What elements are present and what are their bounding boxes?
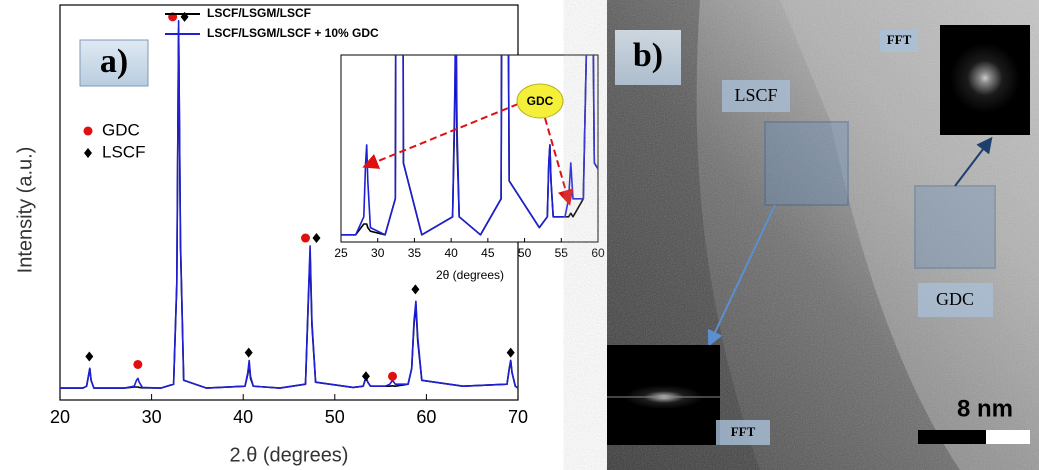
legend-label: LSCF/LSGM/LSCF xyxy=(207,6,311,20)
arrow xyxy=(707,204,776,347)
legend-swatch xyxy=(84,148,92,158)
series-line xyxy=(341,55,598,236)
fft-label: FFT xyxy=(887,32,912,47)
peak-marker xyxy=(133,359,143,369)
x-tick-label: 70 xyxy=(508,407,528,427)
scale-bar-label: 8 nm xyxy=(957,395,1013,422)
x-tick-label: 50 xyxy=(325,407,345,427)
panel-label: a) xyxy=(100,43,128,80)
x-tick-label: 30 xyxy=(142,407,162,427)
panel-label-box xyxy=(79,39,149,87)
annotation-arrow xyxy=(362,103,519,169)
fft-label: FFT xyxy=(731,424,756,439)
peak-marker xyxy=(506,347,515,358)
tem-image: b) LSCF GDC FFT FFT 8 nm xyxy=(607,0,1039,470)
series-line xyxy=(60,20,519,389)
scale-bar xyxy=(918,430,986,444)
x-tick-label: 30 xyxy=(371,246,385,260)
legend-label: LSCF/LSGM/LSCF + 10% GDC xyxy=(207,26,379,40)
x-tick-label: 55 xyxy=(555,246,569,260)
selection-box xyxy=(914,185,996,269)
annotation-bubble xyxy=(516,83,564,119)
series-line xyxy=(341,55,598,236)
fft-pattern xyxy=(950,43,1020,113)
phase-label: GDC xyxy=(936,289,974,309)
x-tick-label: 35 xyxy=(408,246,422,260)
legend-label: GDC xyxy=(102,120,140,139)
peak-marker xyxy=(388,371,398,381)
label-box xyxy=(722,80,790,112)
x-tick-label: 50 xyxy=(518,246,532,260)
selection-box xyxy=(764,121,849,206)
label-box xyxy=(880,30,918,52)
phase-label: LSCF xyxy=(734,85,777,105)
x-tick-label: 20 xyxy=(50,407,70,427)
x-tick-label: 45 xyxy=(481,246,495,260)
x-tick-label: 60 xyxy=(416,407,436,427)
panel-label: b) xyxy=(633,37,663,74)
legend-label: LSCF xyxy=(102,142,145,161)
peak-marker xyxy=(411,284,420,295)
peak-marker xyxy=(312,233,321,244)
annotation: GDC xyxy=(527,94,554,108)
panel-label-box xyxy=(615,30,681,85)
x-tick-label: 40 xyxy=(444,246,458,260)
inset-chart: 2θ (degrees) 25 30 35 40 45 50 55 60 GDC xyxy=(334,54,605,282)
x-axis-label: 2.θ (degrees) xyxy=(230,444,349,466)
peak-marker xyxy=(85,351,94,362)
inset-x-axis-label: 2θ (degrees) xyxy=(436,268,504,282)
annotation-arrow xyxy=(544,117,574,206)
peak-marker xyxy=(244,347,253,358)
x-tick-label: 25 xyxy=(334,246,348,260)
peak-marker xyxy=(361,371,370,382)
y-axis-label: Intensity (a.u.) xyxy=(14,147,36,274)
arrow xyxy=(954,136,993,187)
label-box xyxy=(716,420,770,445)
label-box xyxy=(918,283,993,317)
xrd-chart: a) Intensity (a.u.) 2.θ (degrees) 20 30 40… xyxy=(14,4,528,466)
legend-swatch xyxy=(83,126,93,136)
x-tick-label: 60 xyxy=(591,246,605,260)
x-tick-label: 40 xyxy=(233,407,253,427)
peak-marker xyxy=(300,233,310,243)
inset-frame xyxy=(340,54,599,243)
